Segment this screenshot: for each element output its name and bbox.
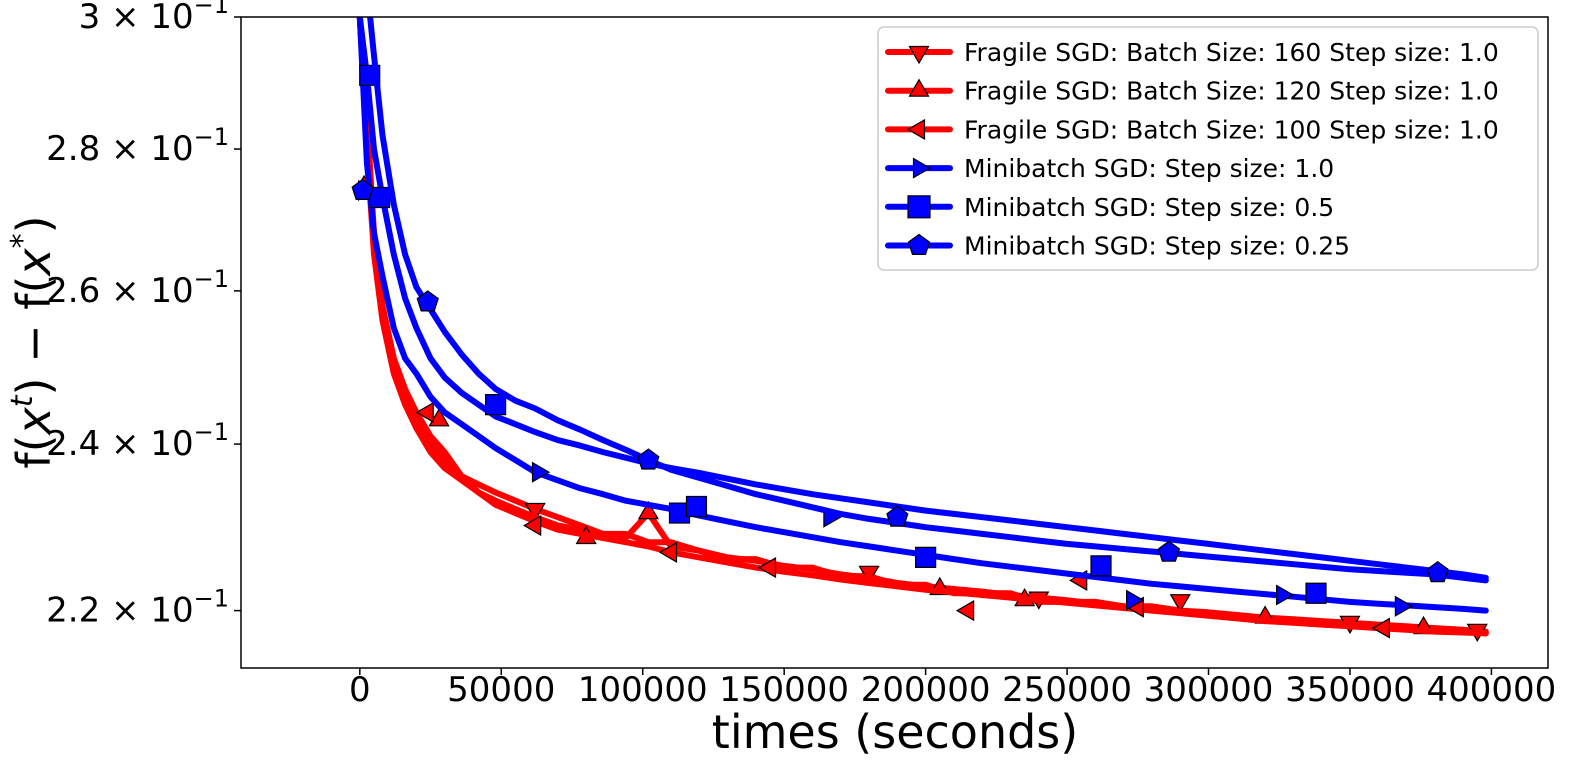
x-tick-label: 100000 — [578, 670, 708, 710]
series-marker-minibatch-sgd-step-size-0-5-4 — [685, 495, 708, 518]
legend-label: Fragile SGD: Batch Size: 120 Step size: … — [964, 77, 1499, 106]
legend-swatch-marker — [912, 157, 932, 179]
legend-item-minibatch-sgd-step-size-0-25: Minibatch SGD: Step size: 0.25 — [885, 232, 1350, 261]
series-marker-minibatch-sgd-step-size-0-25-1 — [416, 290, 439, 312]
legend-swatch-marker — [906, 118, 926, 140]
x-tick-label: 350000 — [1285, 670, 1415, 710]
series-marker-fragile-sgd-batch-size-100-step-size-1-0-4 — [955, 600, 975, 622]
legend-swatch-marker — [907, 233, 931, 255]
x-tick-label: 150000 — [719, 670, 849, 710]
series-marker-minibatch-sgd-step-size-0-5-1 — [369, 186, 391, 209]
series-line-fragile-sgd-batch-size-100-step-size-1-0 — [356, 17, 1489, 637]
series-fragile-sgd-batch-size-100-step-size-1-0 — [356, 17, 1489, 639]
series-marker-minibatch-sgd-step-size-1-0-5 — [1394, 595, 1414, 617]
series-layer — [351, 17, 1489, 642]
y-tick-label: 3 × 10−1 — [79, 0, 229, 37]
legend-item-fragile-sgd-batch-size-120-step-size-1-0: Fragile SGD: Batch Size: 120 Step size: … — [885, 77, 1499, 106]
series-marker-minibatch-sgd-step-size-0-25-5 — [1426, 560, 1449, 583]
series-marker-fragile-sgd-batch-size-100-step-size-1-0-2 — [658, 541, 678, 563]
y-tick-label: 2.2 × 10−1 — [46, 585, 229, 631]
series-marker-fragile-sgd-batch-size-100-step-size-1-0-1 — [523, 514, 542, 537]
y-tick-label: 2.6 × 10−1 — [46, 265, 229, 311]
legend-label: Fragile SGD: Batch Size: 160 Step size: … — [964, 38, 1499, 67]
legend-item-fragile-sgd-batch-size-100-step-size-1-0: Fragile SGD: Batch Size: 100 Step size: … — [885, 115, 1499, 144]
series-marker-fragile-sgd-batch-size-100-step-size-1-0-3 — [757, 557, 777, 579]
legend-item-minibatch-sgd-step-size-0-5: Minibatch SGD: Step size: 0.5 — [885, 193, 1334, 222]
series-marker-minibatch-sgd-step-size-0-5-2 — [485, 394, 507, 416]
y-tick-label: 2.8 × 10−1 — [46, 123, 229, 169]
series-marker-fragile-sgd-batch-size-160-step-size-1-0-0 — [524, 502, 546, 522]
legend-item-minibatch-sgd-step-size-1-0: Minibatch SGD: Step size: 1.0 — [885, 154, 1334, 183]
x-axis: 0 50000 100000 150000 200000 250000 300000 3500… — [349, 668, 1556, 710]
series-marker-minibatch-sgd-step-size-1-0-1 — [531, 461, 551, 483]
legend-label: Fragile SGD: Batch Size: 100 Step size: … — [964, 115, 1499, 144]
series-marker-minibatch-sgd-step-size-0-25-4 — [1157, 540, 1181, 562]
x-tick-label: 50000 — [447, 670, 555, 710]
series-marker-fragile-sgd-batch-size-100-step-size-1-0-0 — [415, 401, 434, 424]
legend-label: Minibatch SGD: Step size: 0.25 — [964, 232, 1350, 261]
series-minibatch-sgd-step-size-0-25 — [351, 17, 1489, 584]
y-axis-label: f(xt) − f(x*) — [5, 215, 61, 468]
series-line-minibatch-sgd-step-size-1-0 — [356, 17, 1489, 614]
series-marker-minibatch-sgd-step-size-0-5-3 — [668, 502, 691, 524]
series-marker-minibatch-sgd-step-size-1-0-4 — [1276, 584, 1295, 606]
legend-swatch-marker — [908, 45, 930, 65]
legend-swatch-marker — [907, 195, 931, 219]
x-tick-label: 300000 — [1144, 670, 1274, 710]
plot-frame — [240, 16, 1549, 669]
series-minibatch-sgd-step-size-0-5 — [356, 17, 1489, 604]
x-tick-label: 400000 — [1427, 670, 1557, 710]
series-marker-fragile-sgd-batch-size-120-step-size-1-0-1 — [428, 408, 450, 427]
legend: Fragile SGD: Batch Size: 160 Step size: … — [877, 26, 1539, 271]
x-tick-label: 200000 — [861, 670, 991, 710]
series-marker-minibatch-sgd-step-size-0-25-3 — [886, 505, 909, 527]
y-axis: 3 × 10−1 2.8 × 10−1 2.6 × 10−1 2.4 × 10−1 2.… — [46, 0, 241, 631]
series-marker-fragile-sgd-batch-size-100-step-size-1-0-7 — [1371, 617, 1390, 639]
legend-box — [877, 26, 1539, 271]
series-marker-minibatch-sgd-step-size-0-25-2 — [637, 448, 660, 470]
series-marker-fragile-sgd-batch-size-120-step-size-1-0-3 — [637, 500, 659, 520]
x-tick-label: 0 — [349, 670, 371, 710]
series-marker-minibatch-sgd-step-size-0-25-0 — [351, 178, 374, 200]
x-axis-label: times (seconds) — [712, 705, 1078, 759]
y-tick-label: 2.4 × 10−1 — [46, 418, 229, 464]
legend-label: Minibatch SGD: Step size: 1.0 — [964, 154, 1334, 183]
series-line-minibatch-sgd-step-size-0-25 — [356, 17, 1489, 584]
series-marker-fragile-sgd-batch-size-160-step-size-1-0-3 — [1169, 594, 1191, 613]
series-marker-minibatch-sgd-step-size-0-5-5 — [915, 546, 937, 569]
series-line-minibatch-sgd-step-size-0-5 — [356, 17, 1489, 581]
legend-item-fragile-sgd-batch-size-160-step-size-1-0: Fragile SGD: Batch Size: 160 Step size: … — [885, 38, 1499, 67]
series-marker-minibatch-sgd-step-size-0-5-7 — [1305, 582, 1327, 604]
series-marker-minibatch-sgd-step-size-0-5-6 — [1090, 555, 1112, 577]
series-marker-minibatch-sgd-step-size-1-0-3 — [1126, 589, 1145, 611]
x-tick-label: 250000 — [1002, 670, 1132, 710]
legend-swatch-marker — [908, 78, 930, 97]
legend-label: Minibatch SGD: Step size: 0.5 — [964, 193, 1334, 222]
